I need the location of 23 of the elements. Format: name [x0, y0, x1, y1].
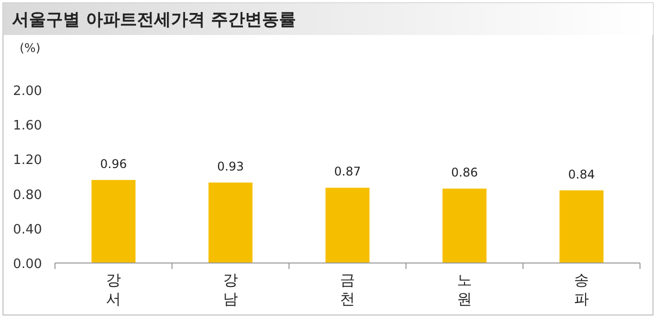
data-label: 0.86 — [451, 166, 478, 180]
bar — [560, 190, 604, 263]
bar — [208, 182, 252, 263]
y-tick-label: 0.00 — [13, 257, 42, 272]
y-tick-label: 2.00 — [13, 84, 42, 99]
y-tick-label: 0.40 — [13, 222, 42, 238]
x-tick-label: 강서 — [106, 271, 121, 308]
bar — [326, 188, 370, 263]
x-tick-label: 노원 — [457, 271, 472, 308]
y-tick-label: 0.80 — [13, 188, 42, 203]
x-tick-label: 강남 — [223, 271, 238, 308]
y-tick-label: 1.20 — [13, 153, 42, 168]
bar — [442, 188, 486, 263]
bar — [92, 180, 136, 263]
data-label: 0.93 — [217, 160, 244, 174]
y-axis-title: (%) — [20, 41, 40, 55]
x-tick-label: 송파 — [574, 271, 589, 308]
data-label: 0.84 — [568, 167, 595, 182]
data-label: 0.87 — [334, 164, 361, 179]
chart-title: 서울구별 아파트전세가격 주간변동률 — [12, 10, 296, 30]
y-tick-label: 1.60 — [13, 118, 42, 134]
data-label: 0.96 — [100, 156, 127, 171]
x-tick-label: 금천 — [340, 271, 355, 308]
